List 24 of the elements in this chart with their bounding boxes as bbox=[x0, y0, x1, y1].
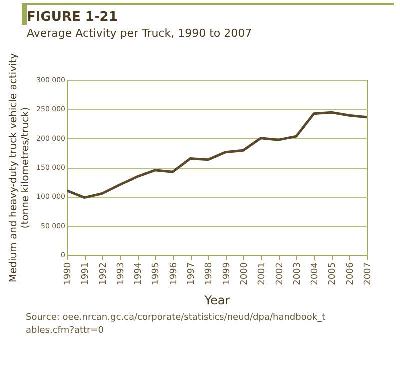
chart-subtitle: Average Activity per Truck, 1990 to 2007 bbox=[27, 26, 252, 40]
x-tick-label: 1995 bbox=[152, 262, 162, 286]
x-tick-label: 2002 bbox=[275, 262, 286, 286]
y-axis-title: Medium and heavy-duty truck vehicle activity (tonne kilometres/truck) bbox=[8, 53, 32, 283]
x-tick-label: 2005 bbox=[328, 262, 338, 286]
x-tick-label: 2007 bbox=[364, 262, 374, 286]
x-tick-label: 2004 bbox=[310, 262, 321, 286]
x-tick-label: 1993 bbox=[116, 262, 126, 286]
source-note: Source: oee.nrcan.gc.ca/corporate/statistics/neud/dpa/handbook_tables.cfm?attr=0 bbox=[26, 312, 326, 338]
x-tick-label: 1992 bbox=[98, 262, 109, 286]
x-tick-label: 1996 bbox=[169, 262, 180, 286]
x-tick-label: 2001 bbox=[258, 262, 268, 286]
line-series bbox=[67, 111, 367, 200]
x-tick-label: 1997 bbox=[187, 262, 198, 286]
x-tick-label: 1994 bbox=[134, 262, 144, 286]
x-axis-title: Year bbox=[204, 293, 230, 308]
x-tick-label: 2006 bbox=[346, 262, 356, 286]
x-tick-label: 1998 bbox=[204, 262, 215, 286]
x-tick-label: 1999 bbox=[222, 262, 232, 286]
chart-title: FIGURE 1-21 bbox=[27, 10, 118, 25]
x-tick-label: 2003 bbox=[292, 262, 303, 286]
x-tick-label: 2000 bbox=[240, 262, 250, 286]
x-tick-label: 1990 bbox=[64, 262, 74, 286]
x-tick-label: 1991 bbox=[81, 262, 92, 286]
